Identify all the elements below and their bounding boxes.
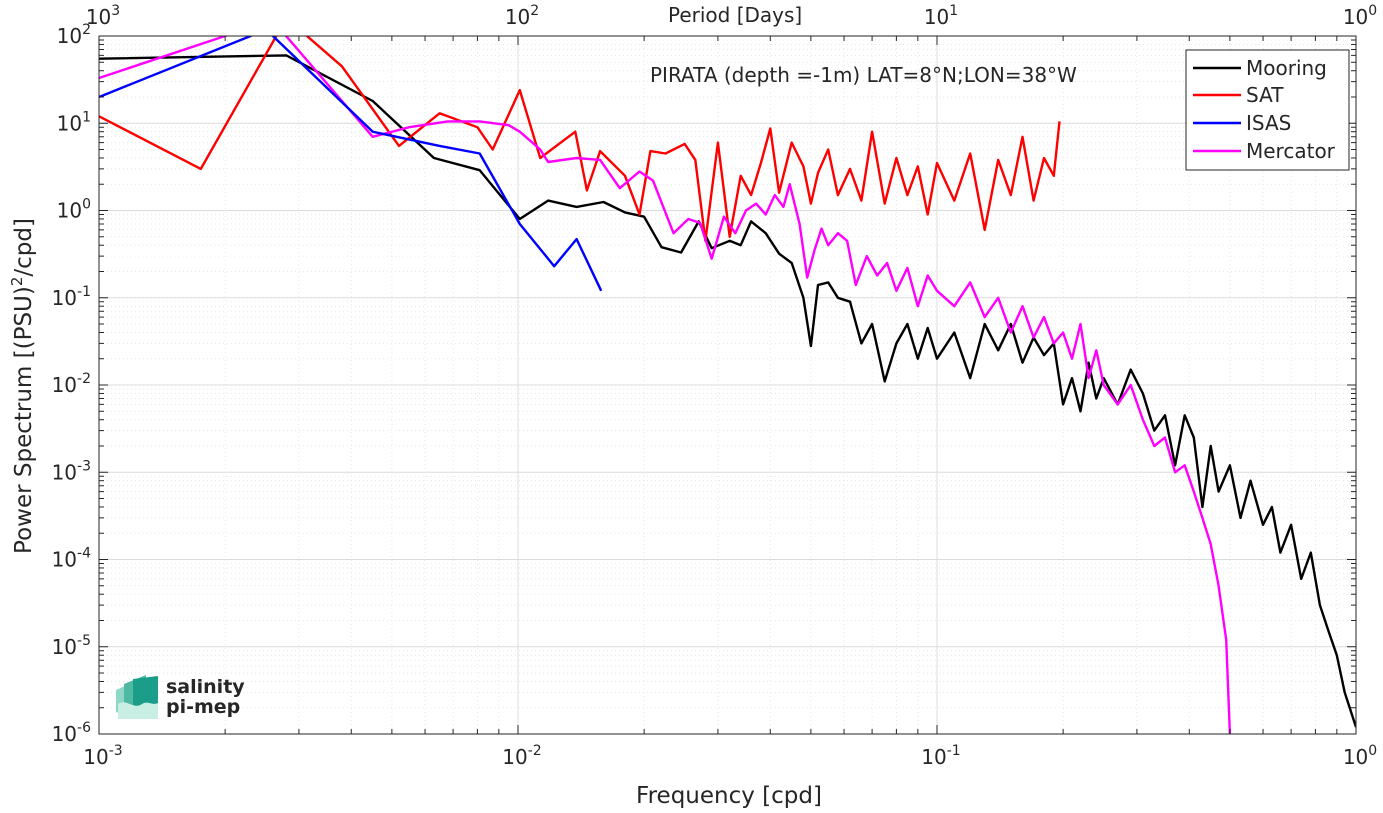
y-tick-label-base: 10 bbox=[52, 548, 77, 572]
y-tick-label-exp: -6 bbox=[77, 720, 91, 736]
top-axis-label: Period [Days] bbox=[668, 3, 802, 27]
legend-label-mooring: Mooring bbox=[1246, 56, 1327, 80]
x-tick-label: 100 bbox=[1343, 743, 1377, 769]
x-tick-label-base: 10 bbox=[1343, 745, 1368, 769]
logo-mark-icon bbox=[116, 675, 158, 719]
salinity-pimep-logo: salinity pi-mep bbox=[116, 675, 245, 719]
y-tick-label-base: 10 bbox=[52, 722, 77, 746]
y-tick-label-exp: -4 bbox=[77, 546, 91, 562]
y-tick-label: 10-4 bbox=[52, 546, 92, 572]
legend-label-sat: SAT bbox=[1246, 83, 1284, 107]
y-tick-label-exp: -5 bbox=[77, 633, 91, 649]
top-tick-label: 101 bbox=[924, 3, 958, 29]
x-tick-label-exp: 0 bbox=[1368, 743, 1377, 759]
logo-text-line2: pi-mep bbox=[166, 696, 240, 718]
x-tick-label: 10-2 bbox=[502, 743, 541, 769]
top-tick-label-exp: 2 bbox=[530, 3, 539, 19]
y-tick-label: 102 bbox=[57, 22, 91, 48]
axes-frame bbox=[98, 35, 1357, 735]
y-tick-label-base: 10 bbox=[52, 286, 77, 310]
y-tick-label: 101 bbox=[57, 109, 91, 135]
y-tick-label-exp: 2 bbox=[82, 22, 91, 38]
x-tick-label: 10-1 bbox=[921, 743, 960, 769]
y-tick-label: 10-3 bbox=[52, 458, 91, 484]
top-tick-label: 102 bbox=[505, 3, 539, 29]
y-tick-label: 10-1 bbox=[52, 284, 91, 310]
y-tick-label-exp: -2 bbox=[77, 371, 91, 387]
series-layer bbox=[99, 36, 1356, 734]
top-tick-label: 100 bbox=[1343, 3, 1377, 29]
y-tick-label-base: 10 bbox=[52, 635, 77, 659]
x-tick-label-exp: -2 bbox=[528, 743, 542, 759]
x-axis-label: Frequency [cpd] bbox=[636, 783, 822, 809]
top-tick-label: 103 bbox=[86, 3, 120, 29]
series-line-mooring bbox=[99, 54, 1356, 728]
x-tick-label-exp: -1 bbox=[947, 743, 961, 759]
y-tick-label: 10-5 bbox=[52, 633, 91, 659]
y-axis-label-main: Power Spectrum [(PSU) bbox=[11, 286, 37, 554]
y-tick-label-exp: -1 bbox=[77, 284, 91, 300]
y-axis-label-sup: 2 bbox=[8, 277, 26, 287]
y-tick-label: 100 bbox=[57, 197, 91, 223]
y-tick-label-base: 10 bbox=[52, 373, 77, 397]
series-line-sat bbox=[99, 36, 1061, 243]
y-tick-label: 10-2 bbox=[52, 371, 91, 397]
legend-label-mercator: Mercator bbox=[1246, 139, 1336, 163]
x-tick-label-base: 10 bbox=[921, 745, 946, 769]
legend: Mooring SAT ISAS Mercator bbox=[1185, 49, 1350, 171]
y-tick-label-base: 10 bbox=[52, 460, 77, 484]
chart-title: PIRATA (depth =-1m) LAT=8°N;LON=38°W bbox=[650, 63, 1077, 87]
x-tick-label-base: 10 bbox=[502, 745, 527, 769]
y-tick-label-exp: 0 bbox=[82, 197, 91, 213]
top-tick-label-exp: 1 bbox=[949, 3, 958, 19]
y-tick-label-base: 10 bbox=[57, 24, 82, 48]
y-axis-label: Power Spectrum [(PSU)2/cpd] bbox=[8, 218, 37, 554]
series-line-isas bbox=[99, 36, 603, 292]
x-tick-label-exp: -3 bbox=[109, 743, 123, 759]
top-tick-label-base: 10 bbox=[86, 5, 111, 29]
x-tick-label-base: 10 bbox=[83, 745, 108, 769]
series-line-mercator bbox=[99, 36, 1232, 734]
top-tick-label-exp: 3 bbox=[111, 3, 120, 19]
y-tick-label-base: 10 bbox=[57, 199, 82, 223]
logo-text-line1: salinity bbox=[166, 676, 245, 698]
y-tick-label-exp: -3 bbox=[77, 458, 91, 474]
top-tick-label-base: 10 bbox=[505, 5, 530, 29]
y-tick-label-base: 10 bbox=[57, 111, 82, 135]
legend-label-isas: ISAS bbox=[1246, 111, 1291, 135]
top-tick-label-base: 10 bbox=[924, 5, 949, 29]
top-tick-label-base: 10 bbox=[1343, 5, 1368, 29]
top-tick-label-exp: 0 bbox=[1368, 3, 1377, 19]
x-tick-label: 10-3 bbox=[83, 743, 122, 769]
y-axis-label-end: /cpd] bbox=[11, 218, 37, 277]
y-tick-label-exp: 1 bbox=[82, 109, 91, 125]
y-tick-label: 10-6 bbox=[52, 720, 92, 746]
